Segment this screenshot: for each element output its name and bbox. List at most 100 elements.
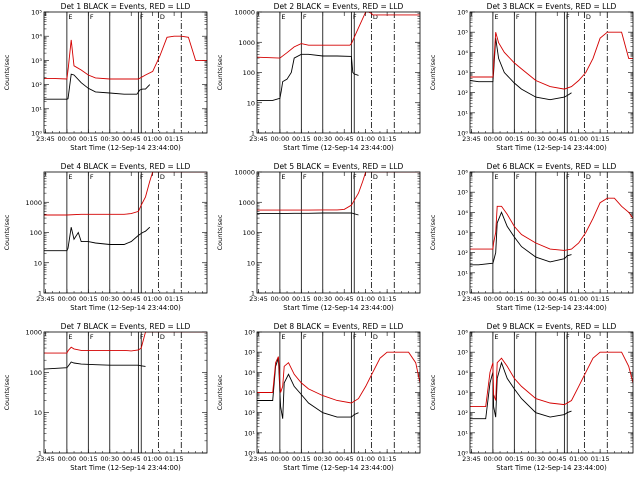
x-axis-label: Start Time (12-Sep-14 23:44:00) bbox=[496, 304, 607, 312]
flag-label: F bbox=[303, 173, 307, 181]
y-tick-label: 10 bbox=[247, 259, 255, 267]
x-tick-label: 00:45 bbox=[335, 295, 354, 303]
y-tick-label: 10³ bbox=[457, 69, 468, 77]
y-tick-label: 1000 bbox=[25, 329, 42, 337]
x-tick-label: 00:30 bbox=[313, 135, 332, 143]
chart-title: Det 6 BLACK = Events, RED = LLD bbox=[487, 162, 617, 171]
x-tick-label: 00:30 bbox=[526, 455, 545, 463]
flag-label: F bbox=[90, 173, 94, 181]
x-tick-label: 01:15 bbox=[378, 295, 397, 303]
y-tick-label: 1 bbox=[38, 290, 42, 298]
flag-label: E bbox=[494, 173, 498, 181]
series-lld-line bbox=[470, 31, 633, 90]
flag-label: F bbox=[566, 333, 570, 341]
x-axis-label: Start Time (12-Sep-14 23:44:00) bbox=[496, 464, 607, 472]
chart-panel-3: Det 3 BLACK = Events, RED = LLD 10⁰ 10¹ 10²… bbox=[429, 2, 634, 152]
y-axis-label: Counts/sec bbox=[216, 214, 224, 250]
flag-label: D bbox=[586, 13, 591, 21]
y-tick-label: 10⁵ bbox=[457, 189, 468, 197]
y-tick-label: 10⁶ bbox=[457, 9, 468, 17]
x-tick-label: 00:00 bbox=[58, 135, 77, 143]
flag-label: F bbox=[303, 333, 307, 341]
y-tick-label: 1000 bbox=[238, 199, 255, 207]
x-tick-label: 00:45 bbox=[335, 455, 354, 463]
x-tick-label: 00:00 bbox=[58, 295, 77, 303]
chart-panel-6: Det 6 BLACK = Events, RED = LLD 10⁰ 10¹ 10²… bbox=[429, 162, 634, 312]
flag-label: D bbox=[373, 13, 378, 21]
chart-panel-9: Det 9 BLACK = Events, RED = LLD 10⁰ 10¹ 10²… bbox=[429, 322, 634, 472]
flag-label: F bbox=[353, 173, 357, 181]
chart-panel-7: Det 7 BLACK = Events, RED = LLD 1 10 100 100… bbox=[3, 322, 208, 472]
y-axis-label: Counts/sec bbox=[429, 374, 437, 410]
series-lld-line bbox=[257, 351, 420, 404]
x-tick-label: 01:15 bbox=[591, 135, 610, 143]
flag-label: F bbox=[90, 333, 94, 341]
series-lld-line bbox=[257, 172, 420, 211]
flag-label: F bbox=[516, 173, 520, 181]
y-tick-label: 10² bbox=[244, 409, 255, 417]
x-tick-label: 00:00 bbox=[271, 455, 290, 463]
flag-label: F bbox=[353, 13, 357, 21]
flag-label: F bbox=[140, 333, 144, 341]
y-tick-label: 10⁵ bbox=[244, 349, 255, 357]
x-tick-label: 01:00 bbox=[356, 455, 375, 463]
flag-label: E bbox=[494, 13, 498, 21]
x-axis-label: Start Time (12-Sep-14 23:44:00) bbox=[283, 304, 394, 312]
y-tick-label: 1 bbox=[251, 290, 255, 298]
x-tick-label: 00:45 bbox=[122, 135, 141, 143]
x-tick-label: 01:15 bbox=[591, 295, 610, 303]
x-tick-label: 00:45 bbox=[335, 135, 354, 143]
y-tick-label: 10000 bbox=[234, 169, 255, 177]
series-events-line bbox=[44, 73, 151, 100]
x-tick-label: 00:00 bbox=[58, 455, 77, 463]
x-tick-label: 00:15 bbox=[505, 295, 524, 303]
y-tick-label: 10⁵ bbox=[31, 9, 42, 17]
flag-label: D bbox=[373, 173, 378, 181]
y-axis-label: Counts/sec bbox=[216, 374, 224, 410]
flag-label: D bbox=[160, 333, 165, 341]
plot-frame bbox=[469, 171, 634, 294]
x-tick-label: 00:45 bbox=[122, 295, 141, 303]
y-tick-label: 10³ bbox=[244, 389, 255, 397]
x-tick-label: 00:00 bbox=[271, 295, 290, 303]
y-tick-label: 10³ bbox=[457, 389, 468, 397]
y-axis-label: Counts/sec bbox=[3, 54, 11, 90]
x-tick-label: 00:30 bbox=[313, 455, 332, 463]
x-tick-label: 01:00 bbox=[569, 135, 588, 143]
x-tick-label: 00:30 bbox=[526, 295, 545, 303]
y-tick-label: 1000 bbox=[25, 199, 42, 207]
x-tick-label: 00:15 bbox=[505, 135, 524, 143]
y-tick-label: 10⁰ bbox=[457, 290, 468, 298]
x-tick-label: 01:15 bbox=[378, 135, 397, 143]
y-tick-label: 10⁰ bbox=[457, 130, 468, 138]
chart-title: Det 7 BLACK = Events, RED = LLD bbox=[61, 322, 191, 331]
x-tick-label: 01:00 bbox=[143, 455, 162, 463]
y-tick-label: 10⁰ bbox=[457, 450, 468, 458]
y-tick-label: 10⁴ bbox=[244, 369, 255, 377]
series-events-line bbox=[257, 53, 359, 101]
y-tick-label: 10³ bbox=[457, 229, 468, 237]
y-axis-label: Counts/sec bbox=[429, 214, 437, 250]
x-axis-label: Start Time (12-Sep-14 23:44:00) bbox=[283, 464, 394, 472]
y-tick-label: 10⁰ bbox=[31, 130, 42, 138]
x-tick-label: 00:15 bbox=[505, 455, 524, 463]
flag-label: D bbox=[586, 173, 591, 181]
chart-title: Det 4 BLACK = Events, RED = LLD bbox=[61, 162, 191, 171]
y-axis-label: Counts/sec bbox=[3, 214, 11, 250]
series-events-line bbox=[470, 38, 572, 101]
x-tick-label: 01:15 bbox=[165, 135, 184, 143]
y-tick-label: 10⁶ bbox=[244, 329, 255, 337]
chart-title: Det 1 BLACK = Events, RED = LLD bbox=[61, 2, 191, 11]
y-tick-label: 10000 bbox=[234, 9, 255, 17]
y-tick-label: 10² bbox=[31, 81, 42, 89]
chart-title: Det 3 BLACK = Events, RED = LLD bbox=[487, 2, 617, 11]
x-axis-label: Start Time (12-Sep-14 23:44:00) bbox=[496, 144, 607, 152]
x-tick-label: 00:15 bbox=[79, 455, 98, 463]
y-tick-label: 10⁵ bbox=[457, 29, 468, 37]
x-axis-label: Start Time (12-Sep-14 23:44:00) bbox=[283, 144, 394, 152]
flag-label: D bbox=[160, 13, 165, 21]
series-lld-line bbox=[44, 35, 207, 80]
flag-label: E bbox=[68, 13, 72, 21]
x-tick-label: 00:00 bbox=[271, 135, 290, 143]
